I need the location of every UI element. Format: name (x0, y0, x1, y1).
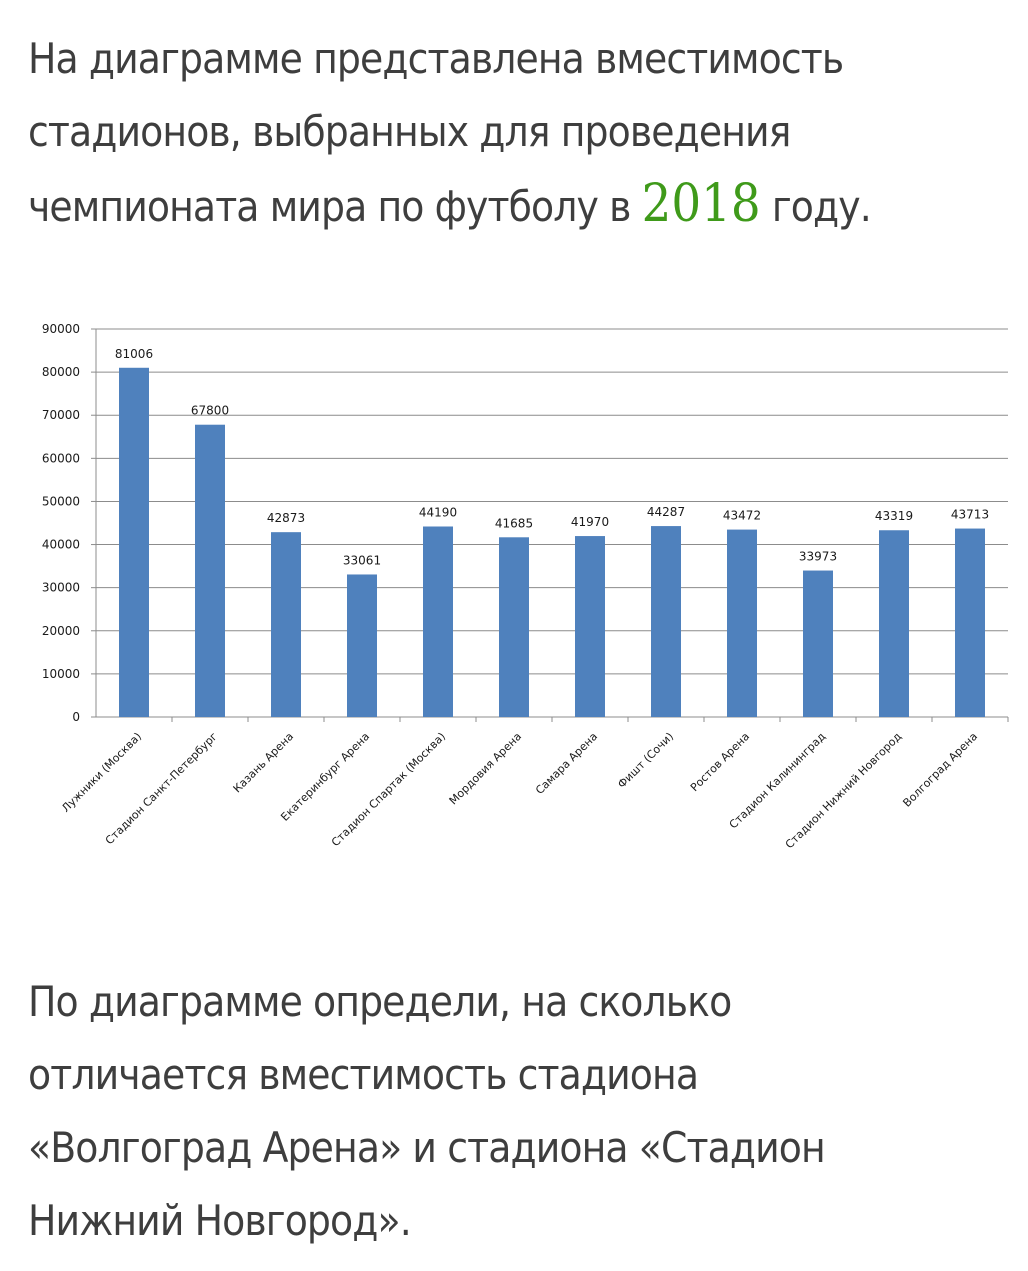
y-tick-label: 0 (72, 710, 80, 724)
bar (119, 367, 149, 717)
intro-text: На диаграмме представлена вместимость ст… (28, 22, 872, 243)
y-tick-label: 40000 (42, 538, 80, 552)
intro-line-2: стадионов, выбранных для проведения (28, 107, 791, 156)
bar (651, 526, 681, 717)
bar-value-label: 81006 (115, 347, 153, 361)
x-category-label: Ростов Арена (688, 730, 752, 794)
question-line-4: Нижний Новгород». (28, 1196, 412, 1245)
bar (879, 530, 909, 717)
intro-line-3: чемпионата мира по футболу в 2018 году. (28, 168, 872, 243)
question-line-1: По диаграмме определи, на сколько (28, 977, 732, 1026)
question-text: По диаграмме определи, на сколько отлича… (28, 965, 826, 1257)
axes (91, 328, 1009, 722)
bar (423, 526, 453, 717)
bar-value-label: 43319 (875, 509, 913, 523)
y-tick-label: 10000 (42, 667, 80, 681)
x-category-label: Фишт (Сочи) (615, 730, 676, 791)
y-tick-label: 50000 (42, 494, 80, 508)
x-category-label: Волгоград Арена (900, 730, 980, 810)
y-tick-labels: 0 10000 20000 30000 40000 50000 60000 70000 8000… (42, 322, 80, 724)
stadium-capacity-bar-chart: 81006 67800 42873 33061 44190 41685 41970 44287… (42, 322, 1009, 852)
bar-value-label: 41970 (571, 515, 609, 529)
y-tick-label: 70000 (42, 408, 80, 422)
bar-value-label: 33973 (799, 550, 837, 564)
bar (575, 536, 605, 717)
x-category-label: Самара Арена (533, 730, 600, 797)
intro-line-3-start: чемпионата мира по футболу в (28, 182, 642, 231)
x-category-label: Лужники (Москва) (59, 730, 144, 815)
bar (727, 529, 757, 717)
x-category-labels: Лужники (Москва)Стадион Санкт-Петербург К… (59, 730, 980, 852)
bar (271, 532, 301, 717)
year-highlight: 2018 (641, 174, 761, 234)
bar-value-label: 43472 (723, 509, 761, 523)
x-category-label: Казань Арена (231, 730, 296, 795)
bar (955, 528, 985, 717)
bar (347, 574, 377, 717)
bar-value-label: 41685 (495, 516, 533, 530)
intro-line-1: На диаграмме представлена вместимость (28, 34, 844, 83)
bar (803, 570, 833, 717)
question-line-2: отличается вместимость стадиона (28, 1050, 699, 1099)
y-tick-label: 60000 (42, 451, 80, 465)
bar-value-label: 44287 (647, 505, 685, 519)
question-line-3: «Волгоград Арена» и стадиона «Стадион (28, 1123, 826, 1172)
bar-value-label: 43713 (951, 508, 989, 522)
bar-value-label: 44190 (419, 505, 457, 519)
bar (195, 424, 225, 717)
data-labels: 81006 67800 42873 33061 44190 41685 41970 44287… (115, 347, 989, 568)
y-tick-label: 80000 (42, 365, 80, 379)
x-category-label: Мордовия Арена (447, 730, 524, 807)
y-tick-label: 90000 (42, 322, 80, 336)
bar-value-label: 33061 (343, 553, 381, 567)
gridlines (96, 328, 1008, 675)
bar-value-label: 42873 (267, 511, 305, 525)
intro-line-3-end: году. (760, 182, 872, 231)
bar-value-label: 67800 (191, 404, 229, 418)
bars (119, 367, 985, 717)
y-tick-label: 20000 (42, 624, 80, 638)
y-tick-label: 30000 (42, 581, 80, 595)
bar (499, 537, 529, 717)
